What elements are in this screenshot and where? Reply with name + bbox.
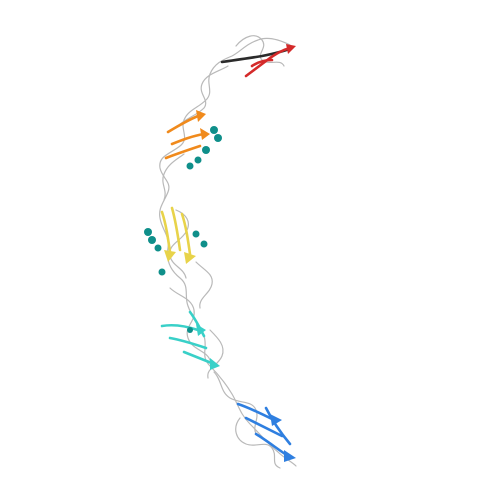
domain-3-strand-a [160,210,172,254]
backbone-coil [159,35,297,469]
ligand-atom [154,244,162,252]
ligand-atom [214,134,222,142]
ligand-atom [194,156,202,164]
domain-2-strand-a [166,114,200,134]
domain-1-red-strand-a [244,46,292,78]
ligand-atom [148,236,156,244]
domain-1-strands [220,44,296,78]
ligand-atoms [144,126,222,333]
domain-4-strand-a [160,323,200,332]
domain-5-strands [236,402,296,462]
domain-5-strand-d [264,406,292,446]
ligand-atom [192,230,200,238]
domain-3-strand-c [180,212,192,256]
ligand-atom [186,162,194,170]
domain-2-strand-b [170,132,206,146]
domain-2-strands [164,110,210,160]
ligand-atom [210,126,218,134]
domain-4-strands [160,310,220,370]
ligand-atom [202,146,210,154]
ligand-atom [158,268,166,276]
domain-4-strand-b [168,336,208,350]
ligand-atom [200,240,208,248]
ligand-atom [144,228,152,236]
domain-4-strand-d [188,310,206,338]
domain-5-strand-b [244,416,284,438]
domain-3-strand-b [170,206,182,252]
domain-1-red-strand-b [250,58,274,68]
domain-3-strands [160,206,196,264]
ligand-atom [187,327,193,333]
domain-2-strand-c [164,144,202,160]
